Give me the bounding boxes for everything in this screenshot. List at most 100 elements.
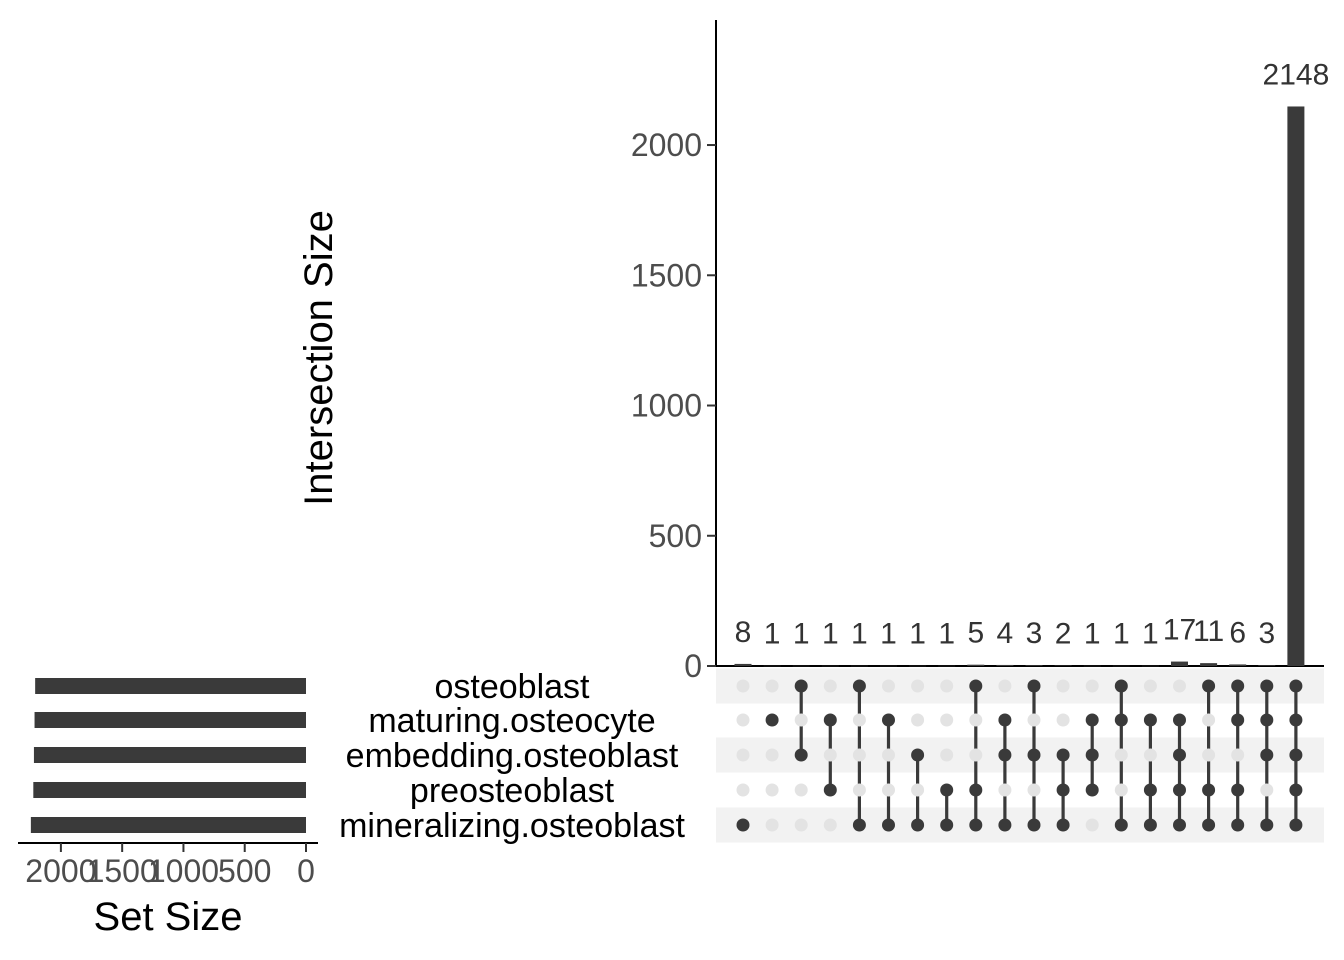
membership-dot-inactive <box>794 713 808 727</box>
intersection-bar <box>763 665 781 667</box>
membership-dot-active <box>1202 783 1216 797</box>
membership-dot-inactive <box>969 748 983 762</box>
membership-dot-inactive <box>736 679 750 693</box>
matrix-stripe <box>716 807 1324 843</box>
membership-dot-active <box>1173 783 1186 797</box>
membership-dot-active <box>1260 748 1274 762</box>
membership-dot-inactive <box>765 783 779 797</box>
membership-dot-inactive <box>794 783 808 797</box>
membership-dot-active <box>1173 748 1186 762</box>
set-size-tick-label: 2000 <box>25 853 96 889</box>
membership-dot-active <box>998 713 1012 727</box>
membership-dot-active <box>823 713 837 727</box>
intersection-count-label: 6 <box>1229 616 1246 649</box>
membership-dot-inactive <box>852 748 866 762</box>
set-label: maturing.osteocyte <box>368 702 655 740</box>
membership-dot-inactive <box>823 748 837 762</box>
membership-dot-inactive <box>1056 679 1070 693</box>
membership-dot-inactive <box>765 818 779 832</box>
intersection-count-label: 1 <box>793 618 810 651</box>
membership-dot-inactive <box>823 679 837 693</box>
membership-dot-active <box>794 748 808 762</box>
membership-dot-inactive <box>940 713 954 727</box>
membership-dot-active <box>765 713 779 727</box>
membership-dot-active <box>969 818 983 832</box>
membership-dot-inactive <box>736 713 750 727</box>
intersection-count-label: 2148 <box>1263 58 1330 91</box>
membership-dot-active <box>1114 713 1128 727</box>
membership-dot-active <box>1114 818 1128 832</box>
membership-dot-active <box>1085 783 1099 797</box>
membership-dot-inactive <box>1202 748 1216 762</box>
intersection-bar <box>1025 665 1043 666</box>
y-tick-label: 1500 <box>631 257 702 293</box>
set-label: preosteoblast <box>410 772 615 810</box>
intersection-bar <box>880 665 897 667</box>
membership-dot-active <box>1056 783 1070 797</box>
membership-dot-inactive <box>1143 748 1157 762</box>
intersection-count-label: 1 <box>909 618 926 651</box>
intersection-count-label: 4 <box>997 617 1014 650</box>
intersection-count-label: 1 <box>1113 618 1130 651</box>
membership-dot-active <box>940 818 954 832</box>
matrix-background <box>716 668 1324 843</box>
intersection-bar <box>792 665 810 667</box>
membership-dot-inactive <box>969 713 983 727</box>
intersection-bar <box>1200 663 1218 666</box>
intersection-count-label: 1 <box>1142 618 1159 651</box>
intersection-count-label: 1 <box>880 618 897 651</box>
membership-dot-active <box>1260 713 1274 727</box>
set-label: osteoblast <box>435 668 591 706</box>
membership-dot-inactive <box>736 748 750 762</box>
membership-dot-inactive <box>736 783 750 797</box>
membership-dot-active <box>1085 748 1099 762</box>
membership-dot-active <box>911 748 925 762</box>
membership-dot-active <box>998 818 1012 832</box>
membership-dot-inactive <box>1056 713 1070 727</box>
membership-dot-active <box>998 748 1012 762</box>
membership-dot-active <box>1143 783 1157 797</box>
intersection-count-label: 11 <box>1193 615 1224 648</box>
y-axis-title: Intersection Size <box>297 210 341 506</box>
intersection-bar <box>734 663 752 666</box>
set-size-bar <box>30 817 307 833</box>
membership-dot-active <box>1289 679 1303 693</box>
membership-dot-inactive <box>852 783 866 797</box>
membership-dot-active <box>1085 713 1099 727</box>
intersection-count-label: 3 <box>1258 617 1275 650</box>
membership-dot-inactive <box>911 679 925 693</box>
membership-dot-active <box>969 679 983 693</box>
membership-dot-inactive <box>940 748 954 762</box>
membership-dot-inactive <box>882 783 895 797</box>
membership-dot-active <box>882 713 895 727</box>
y-tick-label: 2000 <box>631 127 702 163</box>
set-size-tick-label: 1500 <box>87 853 158 889</box>
y-tick-label: 1000 <box>631 388 702 424</box>
intersection-count-label: 5 <box>967 617 984 650</box>
intersection-count-label: 1 <box>938 618 955 651</box>
membership-dot-inactive <box>1143 679 1157 693</box>
intersection-count-label: 1 <box>764 618 781 651</box>
set-size-tick-label: 500 <box>218 853 271 889</box>
membership-dot-inactive <box>1114 783 1128 797</box>
membership-dot-inactive <box>882 679 895 693</box>
membership-dot-active <box>852 679 866 693</box>
membership-dot-inactive <box>1202 713 1216 727</box>
membership-dot-inactive <box>998 783 1012 797</box>
set-size-bar <box>33 747 306 763</box>
membership-dot-inactive <box>1085 679 1099 693</box>
intersection-count-label: 3 <box>1026 617 1043 650</box>
intersection-bar <box>1229 664 1247 666</box>
intersection-bars <box>734 106 1305 667</box>
intersection-count-label: 1 <box>851 618 868 651</box>
intersection-bar <box>1258 665 1276 666</box>
membership-dot-active <box>1143 818 1157 832</box>
membership-dot-inactive <box>998 679 1012 693</box>
membership-dot-inactive <box>1114 748 1128 762</box>
intersection-bar <box>938 665 956 667</box>
set-size-title: Set Size <box>94 895 243 939</box>
intersection-bar <box>1141 665 1159 667</box>
set-size-bar <box>33 782 306 798</box>
set-size-bar <box>34 712 307 728</box>
